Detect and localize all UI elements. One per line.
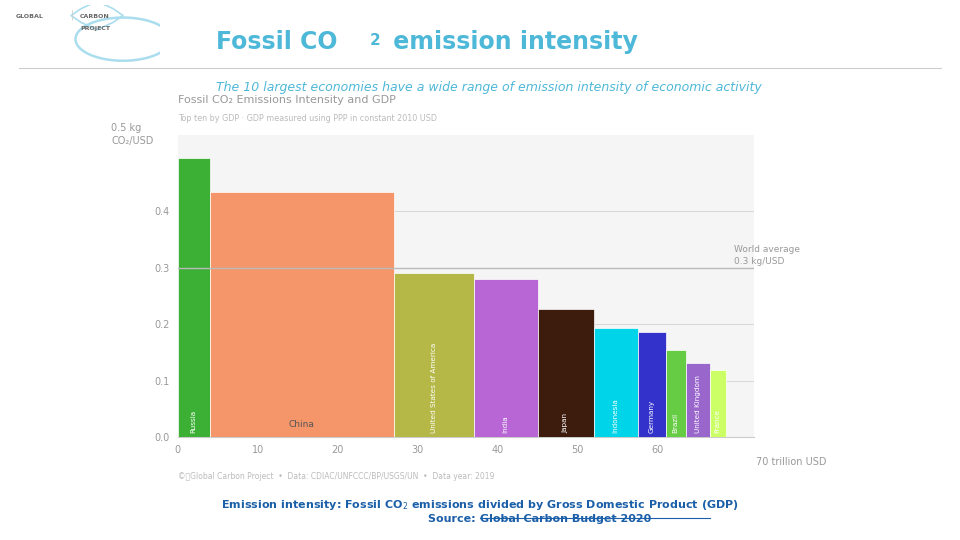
Text: The 10 largest economies have a wide range of emission intensity of economic act: The 10 largest economies have a wide ran… [216, 81, 761, 94]
Text: Global Carbon Budget 2020: Global Carbon Budget 2020 [480, 514, 651, 524]
Bar [637, 332, 665, 437]
Text: Top ten by GDP · GDP measured using PPP in constant 2010 USD: Top ten by GDP · GDP measured using PPP … [178, 114, 437, 123]
Bar [685, 363, 709, 437]
Text: Source:: Source: [428, 514, 480, 524]
Bar [538, 308, 593, 437]
Bar [178, 158, 209, 437]
Text: United States of America: United States of America [431, 342, 437, 433]
Text: World average
0.3 kg/USD: World average 0.3 kg/USD [733, 245, 800, 266]
Text: 2: 2 [370, 33, 380, 49]
Text: emission intensity: emission intensity [385, 30, 637, 53]
Text: India: India [503, 415, 509, 433]
Text: CARBON: CARBON [80, 14, 109, 18]
Text: 0.5 kg: 0.5 kg [111, 124, 142, 133]
Bar [394, 273, 473, 437]
Bar [709, 369, 726, 437]
Text: Emission intensity: Fossil CO$_{2}$ emissions divided by Gross Domestic Product : Emission intensity: Fossil CO$_{2}$ emis… [221, 498, 739, 512]
Text: GLOBAL: GLOBAL [16, 14, 44, 18]
Text: United Kingdom: United Kingdom [695, 375, 701, 433]
Bar [665, 350, 685, 437]
Text: Fossil CO: Fossil CO [216, 30, 338, 53]
Text: China: China [289, 420, 315, 429]
Text: France: France [714, 409, 721, 433]
Text: PROJECT: PROJECT [80, 26, 110, 31]
Text: 70 trillion USD: 70 trillion USD [756, 457, 827, 467]
Text: Japan: Japan [563, 413, 568, 433]
Text: |: | [71, 10, 74, 20]
Text: Indonesia: Indonesia [612, 398, 618, 433]
Text: Fossil CO₂ Emissions Intensity and GDP: Fossil CO₂ Emissions Intensity and GDP [178, 94, 396, 105]
Text: CO₂/USD: CO₂/USD [111, 136, 154, 146]
Text: Germany: Germany [649, 400, 655, 433]
Bar [209, 192, 394, 437]
Text: Brazil: Brazil [673, 413, 679, 433]
Bar [473, 279, 538, 437]
Bar [593, 328, 637, 437]
Text: ©ⒸGlobal Carbon Project  •  Data: CDIAC/UNFCCC/BP/USGS/UN  •  Data year: 2019: ©ⒸGlobal Carbon Project • Data: CDIAC/UN… [178, 472, 494, 481]
Text: Russia: Russia [191, 410, 197, 433]
